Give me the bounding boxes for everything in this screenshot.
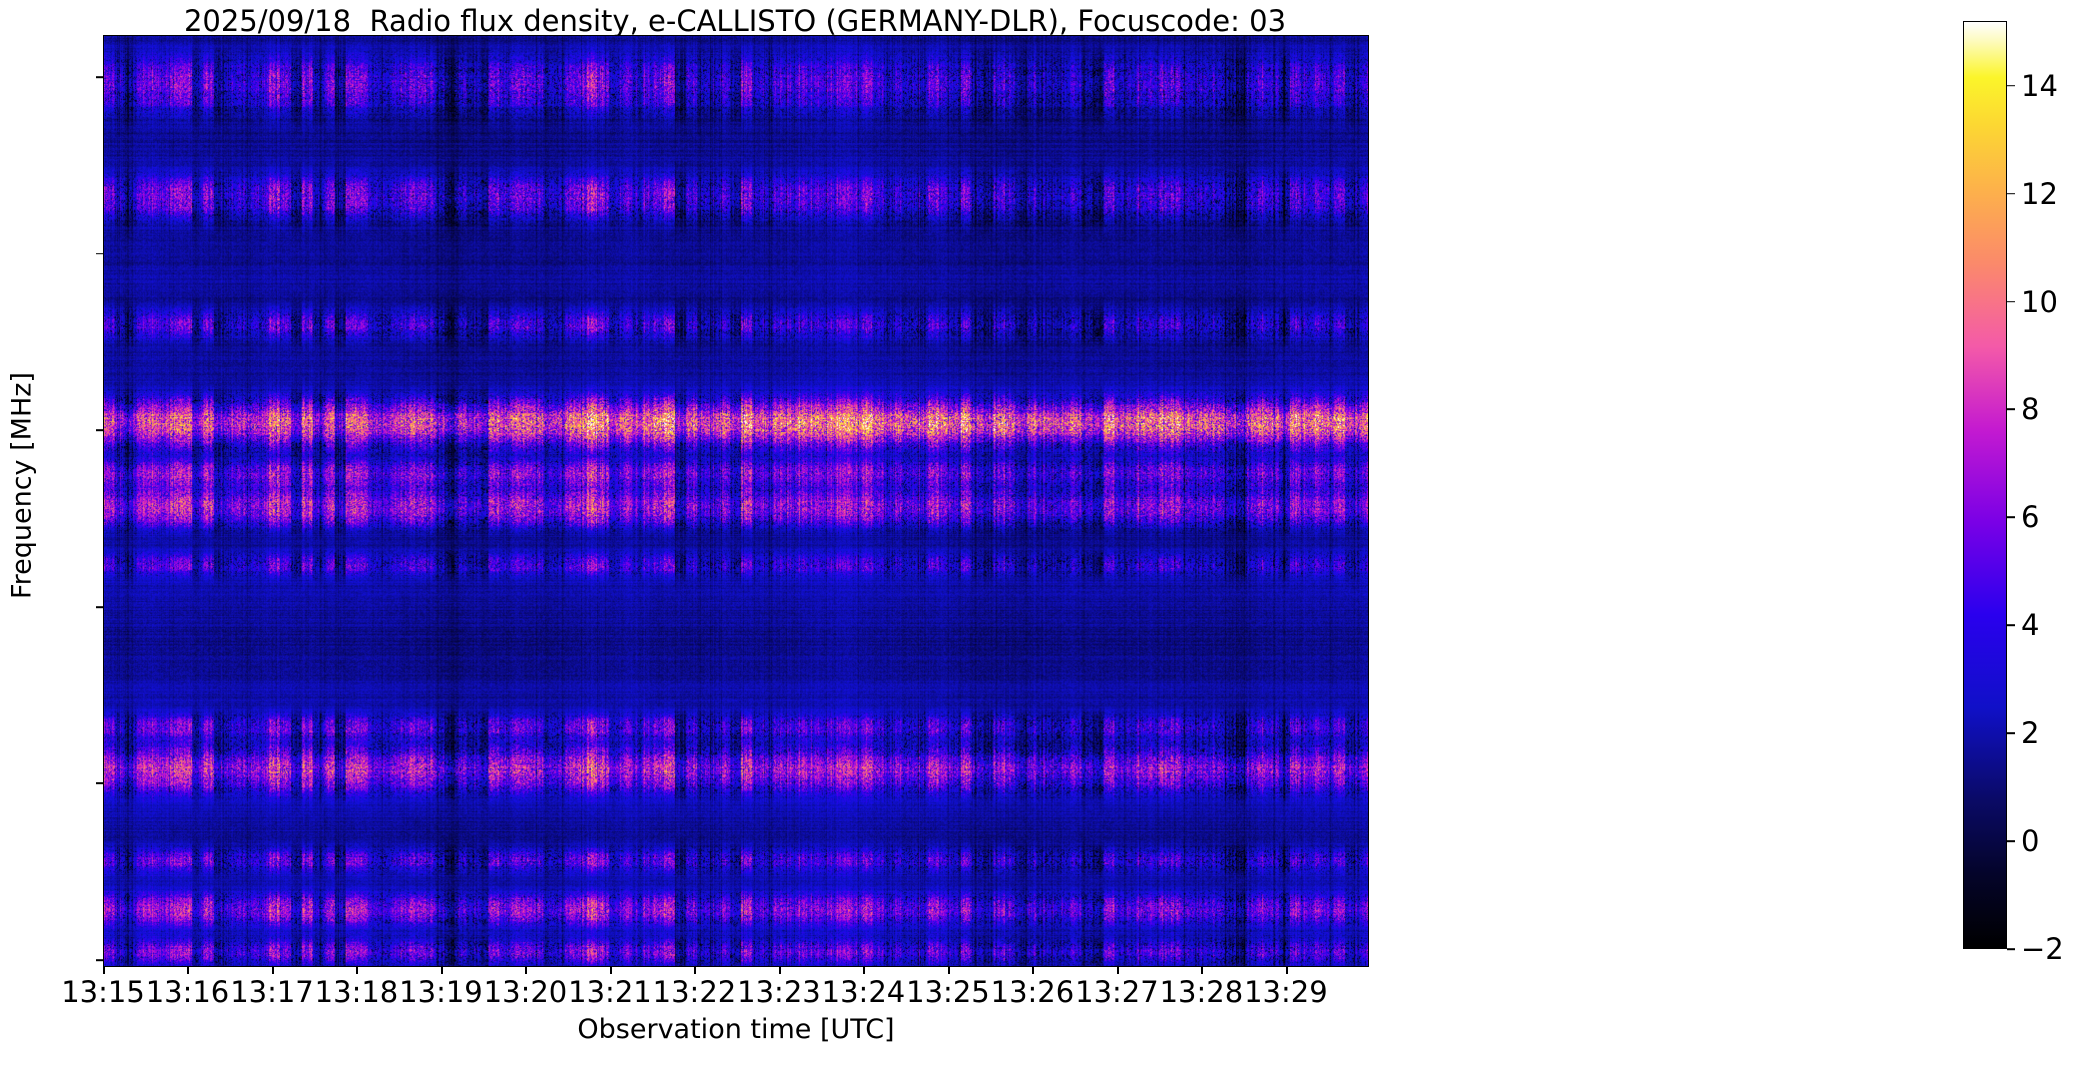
x-tick-label: 13:23 bbox=[737, 975, 821, 1009]
x-tick-label: 13:27 bbox=[1075, 975, 1159, 1009]
x-tick-mark bbox=[440, 966, 443, 974]
x-tick-mark bbox=[271, 966, 274, 974]
x-tick-label: 13:29 bbox=[1244, 975, 1328, 1009]
y-tick-mark bbox=[96, 959, 104, 961]
y-axis-label: Frequency [MHz] bbox=[6, 372, 38, 599]
colorbar-tick-mark bbox=[2007, 408, 2015, 411]
y-tick-mark bbox=[96, 253, 104, 255]
colorbar-tick-mark bbox=[2007, 840, 2015, 842]
colorbar-tick-label: 10 bbox=[2021, 284, 2058, 319]
colorbar-tick-mark bbox=[2007, 84, 2015, 87]
x-tick-label: 13:22 bbox=[652, 975, 737, 1009]
x-tick-mark bbox=[609, 966, 612, 974]
colorbar-tick-label: 0 bbox=[2021, 824, 2040, 859]
x-tick-mark bbox=[525, 966, 528, 974]
colorbar-tick-label: 2 bbox=[2021, 716, 2040, 751]
spectrogram-axes bbox=[103, 35, 1369, 967]
colorbar-tick-mark bbox=[2007, 192, 2015, 195]
x-tick-mark bbox=[1285, 966, 1288, 974]
x-tick-label: 13:21 bbox=[568, 975, 652, 1009]
x-tick-label: 13:15 bbox=[61, 975, 145, 1009]
x-tick-mark bbox=[103, 966, 105, 974]
x-tick-mark bbox=[863, 966, 866, 974]
colorbar-tick-label: 6 bbox=[2021, 500, 2040, 535]
x-tick-label: 13:20 bbox=[483, 975, 568, 1009]
colorbar-tick-label: −2 bbox=[2021, 932, 2064, 966]
x-tick-label: 13:25 bbox=[906, 975, 990, 1009]
colorbar-tick-label: 14 bbox=[2021, 68, 2058, 103]
x-tick-mark bbox=[778, 966, 781, 974]
colorbar: −2 0 2 4 6 8 10 12 14 bbox=[1963, 21, 2064, 966]
figure-title: 2025/09/18 Radio flux density, e-CALLIST… bbox=[183, 4, 1287, 38]
x-tick-mark bbox=[187, 966, 190, 974]
y-tick-mark bbox=[96, 429, 104, 432]
colorbar-gradient bbox=[1963, 21, 2007, 949]
colorbar-tick-mark bbox=[2007, 948, 2015, 950]
x-tick-mark bbox=[1032, 966, 1035, 974]
x-tick-label: 13:17 bbox=[230, 975, 314, 1009]
colorbar-tick-label: 4 bbox=[2021, 608, 2040, 643]
x-tick-label: 13:19 bbox=[399, 975, 483, 1009]
x-axis-label: Observation time [UTC] bbox=[577, 1014, 895, 1045]
x-tick-label: 13:24 bbox=[821, 975, 906, 1009]
colorbar-tick-label: 12 bbox=[2021, 176, 2058, 211]
colorbar-tick-mark bbox=[2007, 300, 2015, 303]
x-tick-mark bbox=[356, 966, 359, 974]
x-tick-mark bbox=[694, 966, 697, 974]
x-tick-label: 13:18 bbox=[314, 975, 399, 1009]
colorbar-tick-label: 8 bbox=[2021, 392, 2040, 427]
y-tick-mark bbox=[96, 606, 104, 608]
x-tick-label: 13:16 bbox=[145, 975, 230, 1009]
colorbar-tick-mark bbox=[2007, 732, 2015, 734]
x-tick-mark bbox=[1201, 966, 1203, 974]
y-tick-mark bbox=[96, 76, 104, 79]
colorbar-tick-mark bbox=[2007, 516, 2015, 519]
y-tick-mark bbox=[96, 782, 104, 785]
x-tick-mark bbox=[1116, 966, 1119, 974]
x-tick-mark bbox=[947, 966, 950, 974]
x-tick-label: 13:26 bbox=[990, 975, 1075, 1009]
colorbar-tick-mark bbox=[2007, 624, 2015, 627]
x-tick-label: 13:28 bbox=[1159, 975, 1244, 1009]
spectrogram-image bbox=[104, 36, 1368, 966]
